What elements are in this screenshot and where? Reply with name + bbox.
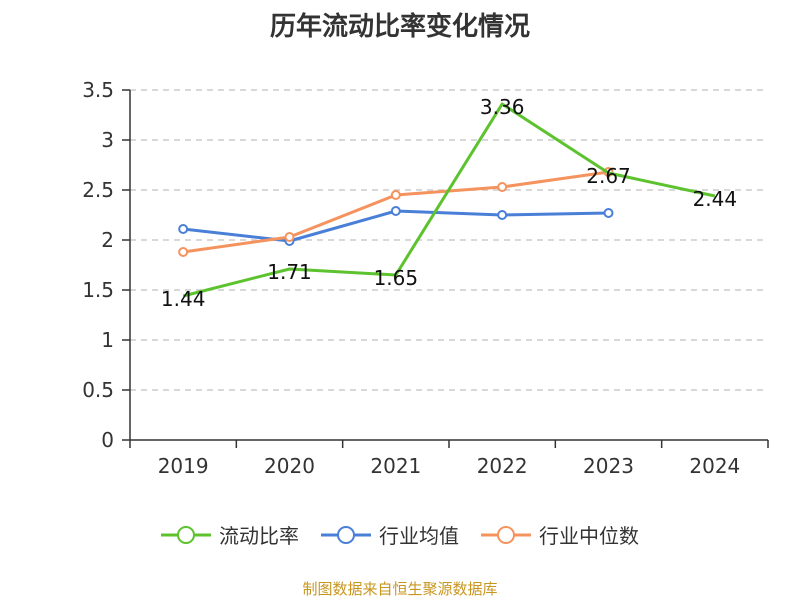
legend-line-icon [161, 525, 211, 544]
legend-label: 行业均值 [379, 524, 459, 548]
legend-label: 行业中位数 [539, 524, 639, 548]
data-labels: 1.44 1.71 1.65 3.36 2.67 2.44 [161, 95, 737, 311]
legend-line-icon [481, 525, 531, 544]
legend-item-industry-median[interactable]: 行业中位数 [481, 520, 639, 549]
x-tick-label: 2019 [158, 454, 209, 478]
data-label: 2.44 [693, 187, 738, 211]
data-point [390, 206, 401, 216]
data-label: 1.65 [374, 266, 419, 290]
series-line [182, 102, 716, 298]
legend-item-current-ratio[interactable]: 流动比率 [161, 520, 299, 549]
data-point [497, 182, 508, 192]
x-tick-label: 2020 [264, 454, 315, 478]
y-tick-label: 3 [101, 128, 114, 152]
y-axis-ticks: 0 0.5 1 1.5 2 2.5 3 3.5 [82, 78, 130, 452]
data-point [178, 224, 189, 234]
data-point [284, 232, 295, 242]
y-tick-label: 1 [101, 328, 114, 352]
y-tick-label: 2 [101, 228, 114, 252]
data-label: 1.44 [161, 287, 206, 311]
x-tick-label: 2022 [477, 454, 528, 478]
x-tick-label: 2024 [689, 454, 740, 478]
data-label: 3.36 [480, 95, 525, 119]
data-point [178, 247, 189, 257]
grid-lines [130, 89, 768, 391]
data-point [603, 208, 614, 218]
x-axis-ticks: 2019 2020 2021 2022 2023 2024 [129, 440, 769, 478]
y-tick-label: 0 [101, 428, 114, 452]
x-tick-label: 2021 [370, 454, 421, 478]
data-source-note: 制图数据来自恒生聚源数据库 [302, 580, 498, 598]
data-point [390, 190, 401, 200]
legend: 流动比率 行业均值 行业中位数 [0, 520, 800, 549]
series-lines [178, 102, 716, 298]
y-tick-label: 2.5 [82, 178, 114, 202]
data-point [497, 210, 508, 220]
y-tick-label: 3.5 [82, 78, 114, 102]
data-label: 2.67 [586, 164, 631, 188]
legend-label: 流动比率 [219, 524, 299, 548]
axes [129, 90, 768, 441]
chart-title: 历年流动比率变化情况 [269, 12, 530, 42]
legend-line-icon [321, 525, 371, 544]
y-tick-label: 1.5 [82, 278, 114, 302]
y-tick-label: 0.5 [82, 378, 114, 402]
legend-item-industry-mean[interactable]: 行业均值 [321, 520, 459, 549]
x-tick-label: 2023 [583, 454, 634, 478]
data-label: 1.71 [267, 260, 312, 284]
